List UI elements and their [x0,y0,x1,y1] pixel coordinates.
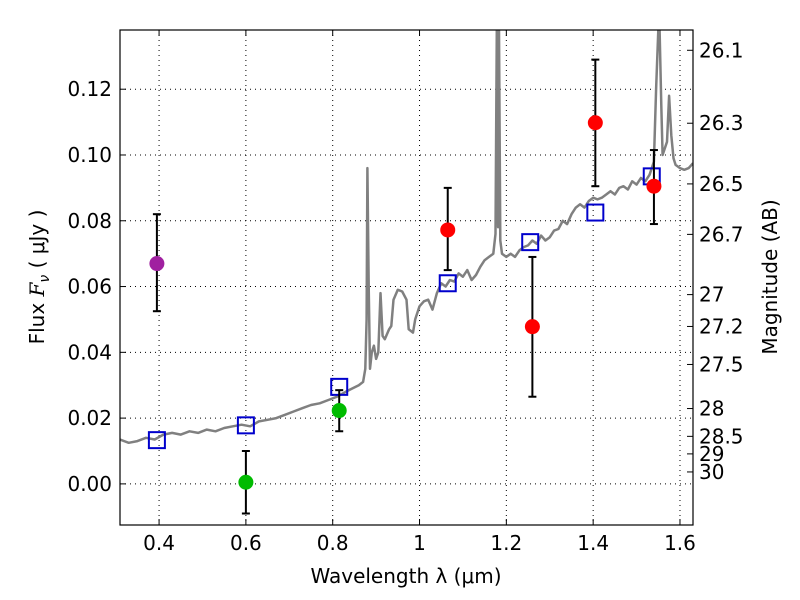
x-tick-label: 1.4 [577,531,609,555]
y2-tick-label: 27 [699,283,724,307]
y-axis-label-prefix: Flux [25,296,49,344]
series-layer [120,30,693,445]
markers-layer [147,58,662,515]
y2-tick-label: 29 [699,442,724,466]
y-tick-label: 0.04 [67,340,112,364]
observed-flux-point [238,474,254,490]
y-tick-label: 0.08 [67,209,112,233]
model-flux-square [586,203,605,222]
y2-tick-label: 26.5 [699,172,744,196]
observed-flux-point [524,319,540,335]
y2-tick-label: 27.5 [699,352,744,376]
observed-flux-point [646,178,662,194]
plot-area [120,30,693,525]
y2-tick-label: 26.1 [699,38,744,62]
observed-flux-point [587,115,603,131]
y2-tick-label: 26.7 [699,222,744,246]
y-tick-label: 0.10 [67,143,112,167]
y-tick-label: 0.06 [67,275,112,299]
y2-axis-label: Magnitude (AB) [758,199,782,354]
y-axis-label: Flux Fν ( μJy ) [25,210,53,345]
y-axis-label-symbol: F [25,281,49,297]
model-flux-square [236,416,255,435]
observed-flux-point [149,256,165,272]
y-axis-label-suffix: ( μJy ) [25,210,49,275]
plot-frame [119,29,694,526]
y2-tick-label: 28.5 [699,424,744,448]
x-tick-label: 0.8 [317,531,349,555]
ticks: 0.4 0.6 0.8 1 1.2 1.4 1.6 0.00 0.02 0.04 0.06 0.08 0… [67,30,744,555]
y-tick-label: 0.02 [67,406,112,430]
observed-flux-point [440,222,456,238]
model-spectrum-line [120,30,693,445]
y2-tick-label: 27.2 [699,314,744,338]
y-tick-label: 0.00 [67,472,112,496]
y2-tick-label: 30 [699,460,724,484]
x-tick-label: 0.4 [143,531,175,555]
observed-flux-point [331,403,347,419]
y2-tick-label: 28 [699,397,724,421]
y-axis-label-subscript: ν [37,275,53,283]
x-tick-label: 1.2 [490,531,522,555]
y-tick-label: 0.12 [67,77,112,101]
grid [120,30,693,525]
x-tick-label: 1 [413,531,426,555]
x-tick-label: 1.6 [664,531,696,555]
x-axis-label: Wavelength λ (μm) [310,564,501,588]
model-flux-square [438,274,457,293]
y2-tick-label: 26.3 [699,111,744,135]
model-flux-square [521,233,540,252]
x-tick-label: 0.6 [230,531,262,555]
model-flux-square [147,431,166,450]
